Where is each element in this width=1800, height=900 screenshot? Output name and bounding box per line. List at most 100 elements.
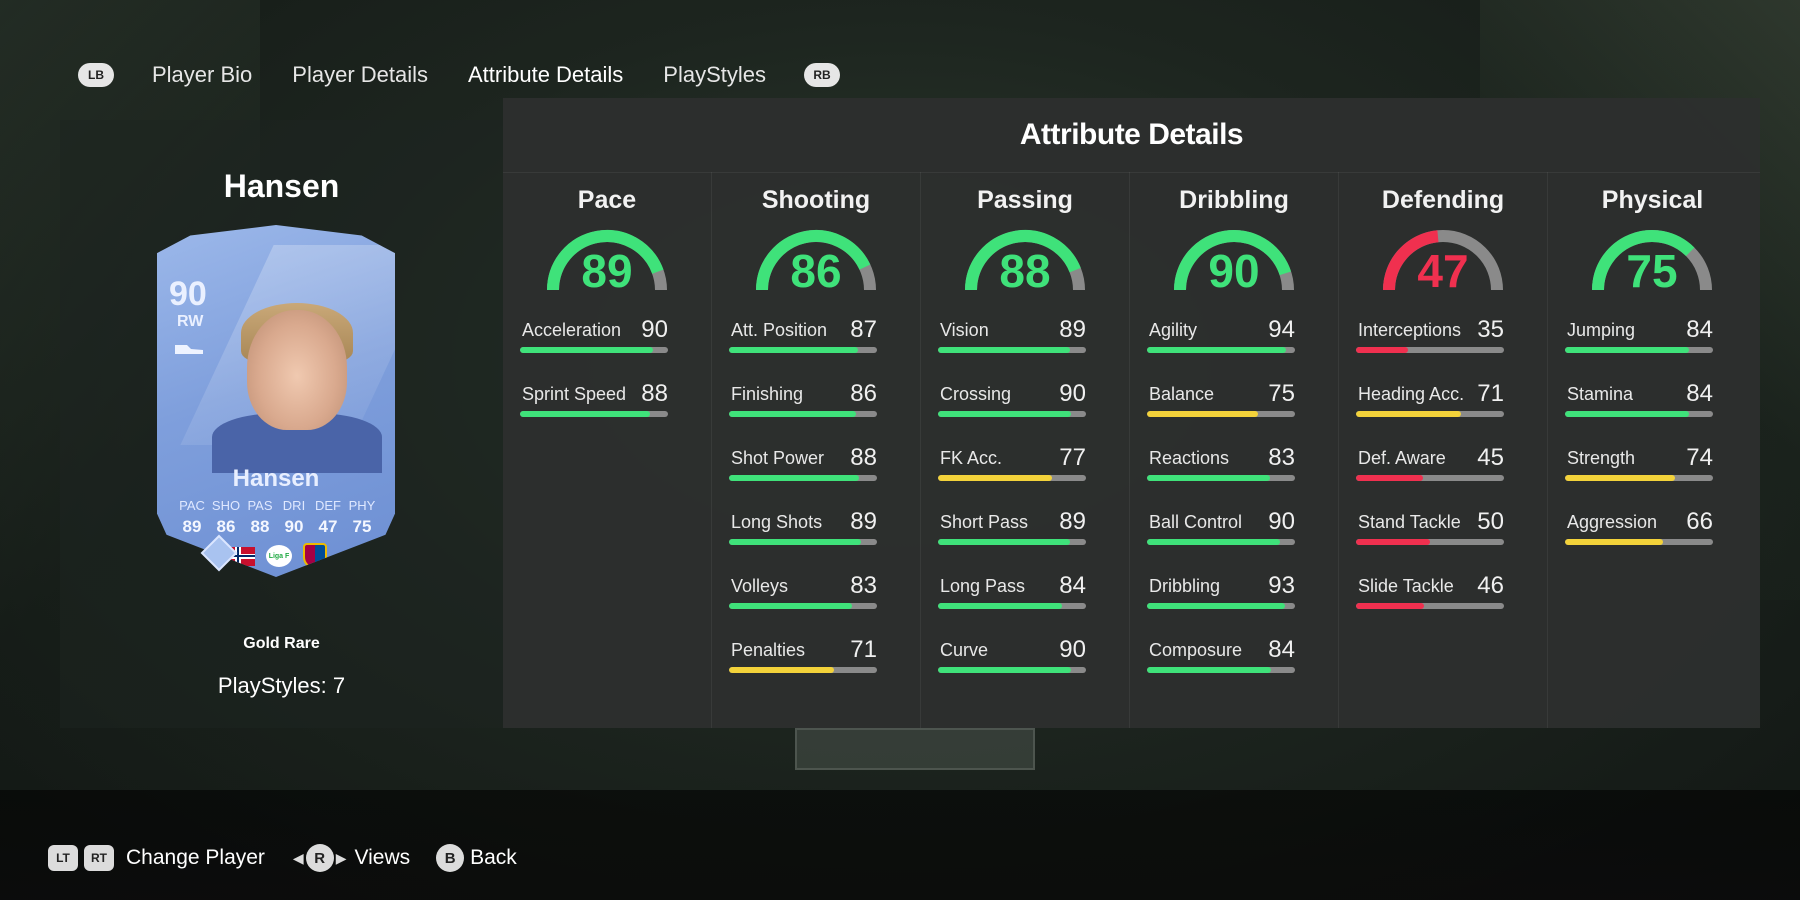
category-name: Pace <box>577 186 637 214</box>
stat-bar-fill <box>729 411 857 417</box>
category-gauge <box>965 230 1085 291</box>
stat-value: 84 <box>1686 380 1713 407</box>
stat-row: Short Pass 89 <box>938 508 1086 552</box>
lb-button[interactable]: LB <box>78 63 114 87</box>
stat-bar-fill <box>938 539 1070 545</box>
stat-value: 83 <box>1268 444 1295 471</box>
card-stat-label: PHY <box>348 498 376 513</box>
stat-bar-fill <box>1147 347 1287 353</box>
stat-value: 87 <box>850 316 877 343</box>
views-label[interactable]: Views <box>354 846 411 869</box>
category-physical: Physical 75 Jumping 84 Stamina 84 Strength 74 Ag… <box>1548 172 1757 728</box>
stat-bar-track <box>938 475 1086 481</box>
change-player-label[interactable]: Change Player <box>126 846 265 869</box>
category-rating: 75 <box>1626 245 1678 297</box>
tab-playstyles[interactable]: PlayStyles <box>663 62 767 87</box>
stat-row: Shot Power 88 <box>729 444 877 488</box>
category-rating: 86 <box>790 245 842 297</box>
stat-label: Volleys <box>731 576 789 596</box>
tab-player-bio[interactable]: Player Bio <box>152 62 253 87</box>
category-pace: Pace 89 Acceleration 90 Sprint Speed 88 <box>503 172 712 728</box>
stat-bar-track <box>1147 475 1295 481</box>
stat-bar-fill <box>1356 603 1425 609</box>
stat-value: 71 <box>1477 380 1504 407</box>
stat-bar-fill <box>938 475 1052 481</box>
stat-bar-fill <box>938 667 1072 673</box>
lt-button[interactable]: LT <box>48 845 78 871</box>
stat-value: 35 <box>1477 316 1504 343</box>
player-card[interactable]: 90 RW Hansen PAC SHO PAS DRI DEF PHY 89 … <box>157 225 395 577</box>
stat-value: 93 <box>1268 572 1295 599</box>
stat-bar-track <box>729 475 877 481</box>
card-rating: 90 <box>169 275 207 313</box>
stat-label: Crossing <box>940 384 1012 404</box>
stat-row: Curve 90 <box>938 636 1086 680</box>
stat-label: Strength <box>1567 448 1636 468</box>
stat-value: 90 <box>1268 508 1295 535</box>
rb-button[interactable]: RB <box>804 63 841 87</box>
stat-value: 90 <box>1059 380 1086 407</box>
stat-row: Long Shots 89 <box>729 508 877 552</box>
stat-label: FK Acc. <box>940 448 1003 468</box>
stat-bar-fill <box>520 411 651 417</box>
stat-bar-track <box>938 347 1086 353</box>
stat-bar-track <box>1356 603 1504 609</box>
stat-bar-fill <box>729 539 861 545</box>
card-stat-values: 89 86 88 90 47 75 <box>175 517 379 537</box>
stat-bar-track <box>1356 475 1504 481</box>
stat-bar-track <box>938 539 1086 545</box>
stat-bar-track <box>1565 347 1713 353</box>
league-icon: Liga F <box>266 545 292 567</box>
stat-value: 71 <box>850 636 877 663</box>
playstyles-count: PlayStyles: 7 <box>217 673 346 698</box>
r-stick-button[interactable]: R <box>305 844 334 872</box>
rt-button[interactable]: RT <box>84 845 114 871</box>
stat-label: Sprint Speed <box>522 384 627 404</box>
stat-row: Acceleration 90 <box>520 316 668 360</box>
stat-row: Composure 84 <box>1147 636 1295 680</box>
category-gauge <box>1174 230 1294 291</box>
tab-player-details[interactable]: Player Details <box>292 62 428 87</box>
bottom-bar <box>0 790 1800 900</box>
card-stat-labels: PAC SHO PAS DRI DEF PHY <box>175 498 379 513</box>
card-stat-value: 86 <box>216 517 236 536</box>
stat-label: Agility <box>1149 320 1198 340</box>
stat-label: Heading Acc. <box>1358 384 1465 404</box>
stat-row: Long Pass 84 <box>938 572 1086 616</box>
stat-row: Strength 74 <box>1565 444 1713 488</box>
tab-attribute-details[interactable]: Attribute Details <box>468 62 624 87</box>
top-nav: LB Player Bio Player Details Attribute D… <box>78 55 841 95</box>
stat-bar-fill <box>1147 411 1258 417</box>
card-player-name: Hansen <box>232 465 320 492</box>
controller-hints: LT RT Change Player ◀ R ▶ Views B Back <box>48 843 543 873</box>
stat-label: Acceleration <box>522 320 622 340</box>
stat-bar-fill <box>729 603 852 609</box>
stat-row: Volleys 83 <box>729 572 877 616</box>
stat-bar-track <box>1356 539 1504 545</box>
stat-bar-track <box>520 347 668 353</box>
category-gauge <box>756 230 876 291</box>
back-label[interactable]: Back <box>470 846 517 869</box>
stat-bar-track <box>1147 603 1295 609</box>
stat-label: Jumping <box>1567 320 1636 340</box>
stat-label: Long Shots <box>731 512 823 532</box>
stat-label: Def. Aware <box>1358 448 1446 468</box>
stat-label: Short Pass <box>940 512 1029 532</box>
stat-bar-fill <box>1356 347 1408 353</box>
stat-value: 74 <box>1686 444 1713 471</box>
stat-bar-fill <box>1147 539 1281 545</box>
title-divider <box>503 172 1760 173</box>
stat-bar-fill <box>1356 539 1430 545</box>
category-shooting: Shooting 86 Att. Position 87 Finishing 86 Shot… <box>712 172 921 728</box>
stat-label: Att. Position <box>731 320 828 340</box>
stat-row: Balance 75 <box>1147 380 1295 424</box>
category-dribbling: Dribbling 90 Agility 94 Balance 75 Reactions 83… <box>1130 172 1339 728</box>
stat-row: FK Acc. 77 <box>938 444 1086 488</box>
stat-bar-fill <box>1147 667 1272 673</box>
category-rating: 90 <box>1208 245 1260 297</box>
card-position: RW <box>177 313 204 330</box>
stat-label: Stand Tackle <box>1358 512 1461 532</box>
b-button[interactable]: B <box>436 844 465 872</box>
stat-bar-track <box>1565 475 1713 481</box>
stat-bar-track <box>1147 411 1295 417</box>
